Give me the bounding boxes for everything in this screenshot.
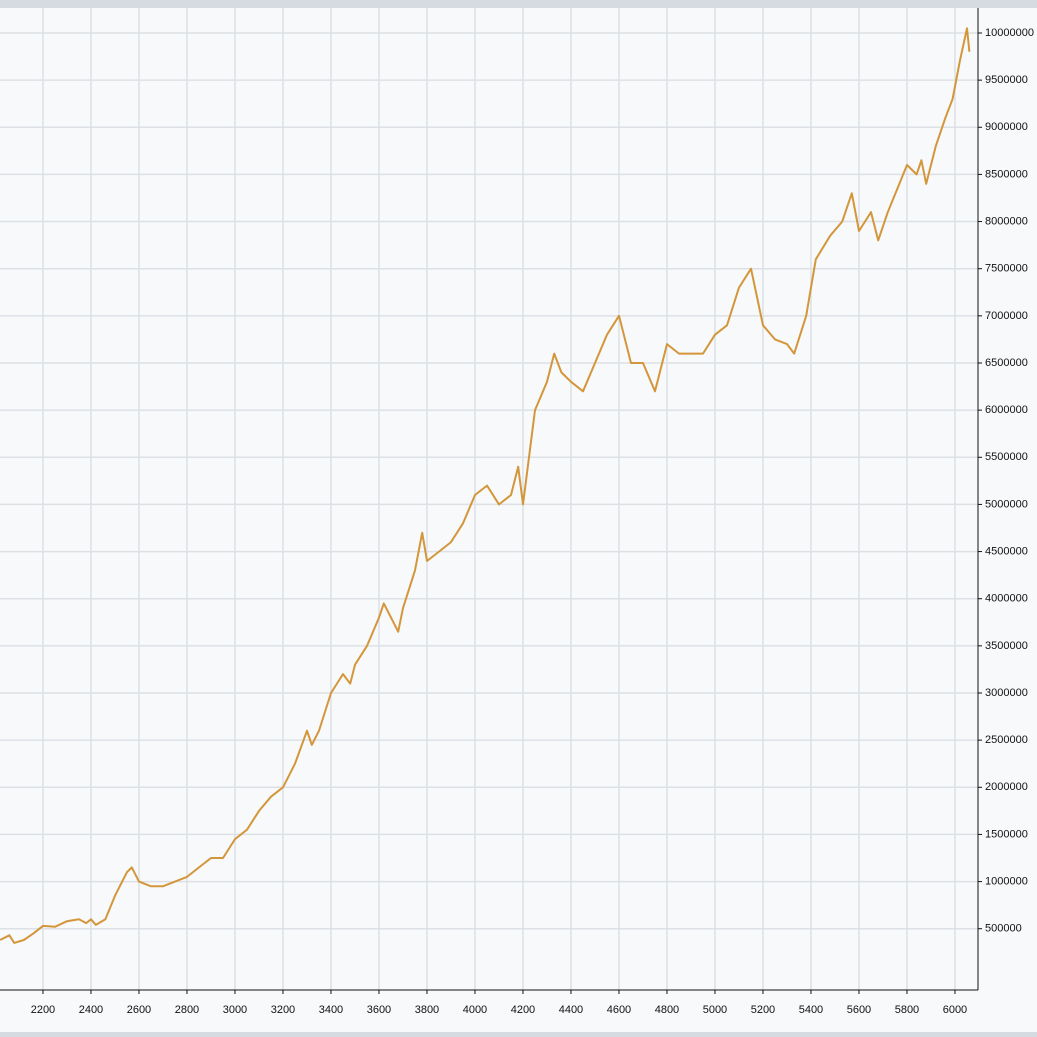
x-tick-label: 4600 — [607, 1004, 631, 1016]
x-tick-label: 3000 — [223, 1004, 247, 1016]
y-tick-label: 6000000 — [985, 404, 1028, 416]
x-tick-label: 4200 — [511, 1004, 535, 1016]
y-tick-label: 3500000 — [985, 640, 1028, 652]
x-tick-label: 4800 — [655, 1004, 679, 1016]
x-tick-label: 5000 — [703, 1004, 727, 1016]
y-tick-label: 1500000 — [985, 828, 1028, 840]
y-tick-label: 7000000 — [985, 310, 1028, 322]
y-tick-label: 1000000 — [985, 875, 1028, 887]
y-tick-label: 2000000 — [985, 781, 1028, 793]
x-tick-label: 2200 — [31, 1004, 55, 1016]
x-tick-label: 4000 — [463, 1004, 487, 1016]
y-tick-label: 3000000 — [985, 687, 1028, 699]
x-tick-label: 5400 — [799, 1004, 823, 1016]
x-tick-label: 5800 — [895, 1004, 919, 1016]
x-tick-label: 3600 — [367, 1004, 391, 1016]
x-tick-label: 3400 — [319, 1004, 343, 1016]
y-tick-label: 9000000 — [985, 121, 1028, 133]
y-tick-label: 6500000 — [985, 357, 1028, 369]
x-tick-label: 2800 — [175, 1004, 199, 1016]
y-tick-label: 9500000 — [985, 74, 1028, 86]
y-tick-label: 7500000 — [985, 263, 1028, 275]
y-tick-label: 5500000 — [985, 451, 1028, 463]
x-tick-label: 3800 — [415, 1004, 439, 1016]
x-tick-label: 2400 — [79, 1004, 103, 1016]
y-tick-label: 2500000 — [985, 734, 1028, 746]
bottom-bar — [0, 1032, 1037, 1037]
y-tick-label: 5000000 — [985, 498, 1028, 510]
y-tick-label: 8000000 — [985, 215, 1028, 227]
y-tick-label: 500000 — [985, 923, 1022, 935]
x-tick-label: 5600 — [847, 1004, 871, 1016]
equity-line — [0, 27, 971, 944]
y-tick-label: 4500000 — [985, 545, 1028, 557]
x-tick-label: 4400 — [559, 1004, 583, 1016]
y-tick-label: 10000000 — [985, 27, 1034, 39]
x-tick-label: 2600 — [127, 1004, 151, 1016]
top-bar — [0, 0, 1037, 8]
x-tick-label: 3200 — [271, 1004, 295, 1016]
x-tick-label: 5200 — [751, 1004, 775, 1016]
x-tick-label: 6000 — [943, 1004, 967, 1016]
y-tick-label: 8500000 — [985, 168, 1028, 180]
y-tick-label: 4000000 — [985, 593, 1028, 605]
